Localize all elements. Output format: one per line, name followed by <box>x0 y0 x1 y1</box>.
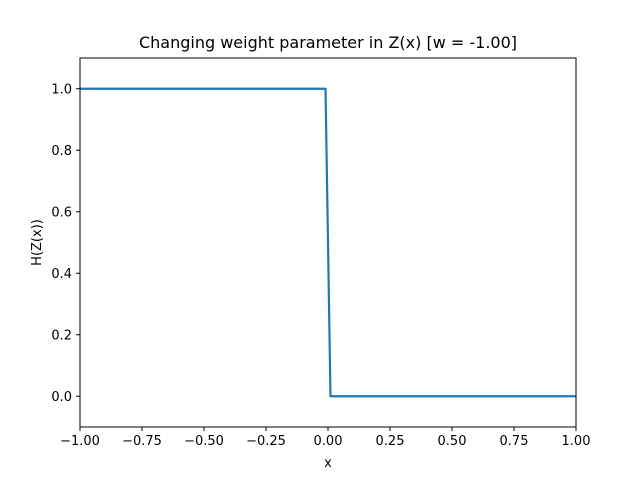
x-tick-label: 0.25 <box>376 434 405 449</box>
ticks-layer: −1.00 −0.75 −0.50 −0.25 0.00 0.25 0.50 0.75 1.00… <box>51 82 590 449</box>
x-tick-label: 1.00 <box>562 434 591 449</box>
x-tick-label: 0.00 <box>314 434 343 449</box>
x-tick-label: −0.25 <box>246 434 286 449</box>
y-tick-label: 0.8 <box>51 144 72 159</box>
x-axis-label: x <box>324 456 332 471</box>
chart-title: Changing weight parameter in Z(x) [w = -… <box>139 33 517 52</box>
x-tick-label: 0.50 <box>438 434 467 449</box>
series-line <box>80 87 576 398</box>
axes-frame <box>79 57 577 428</box>
y-tick-label: 1.0 <box>51 82 72 97</box>
x-tick-label: −0.75 <box>122 434 162 449</box>
y-tick-label: 0.4 <box>51 267 72 282</box>
plot-layer <box>80 87 576 398</box>
y-tick-label: 0.2 <box>51 328 72 343</box>
y-axis-label: H(Z(x)) <box>30 219 45 266</box>
x-tick-label: −0.50 <box>184 434 224 449</box>
x-tick-label: −1.00 <box>60 434 100 449</box>
y-tick-label: 0.0 <box>51 390 72 405</box>
x-tick-label: 0.75 <box>500 434 529 449</box>
y-tick-label: 0.6 <box>51 205 72 220</box>
